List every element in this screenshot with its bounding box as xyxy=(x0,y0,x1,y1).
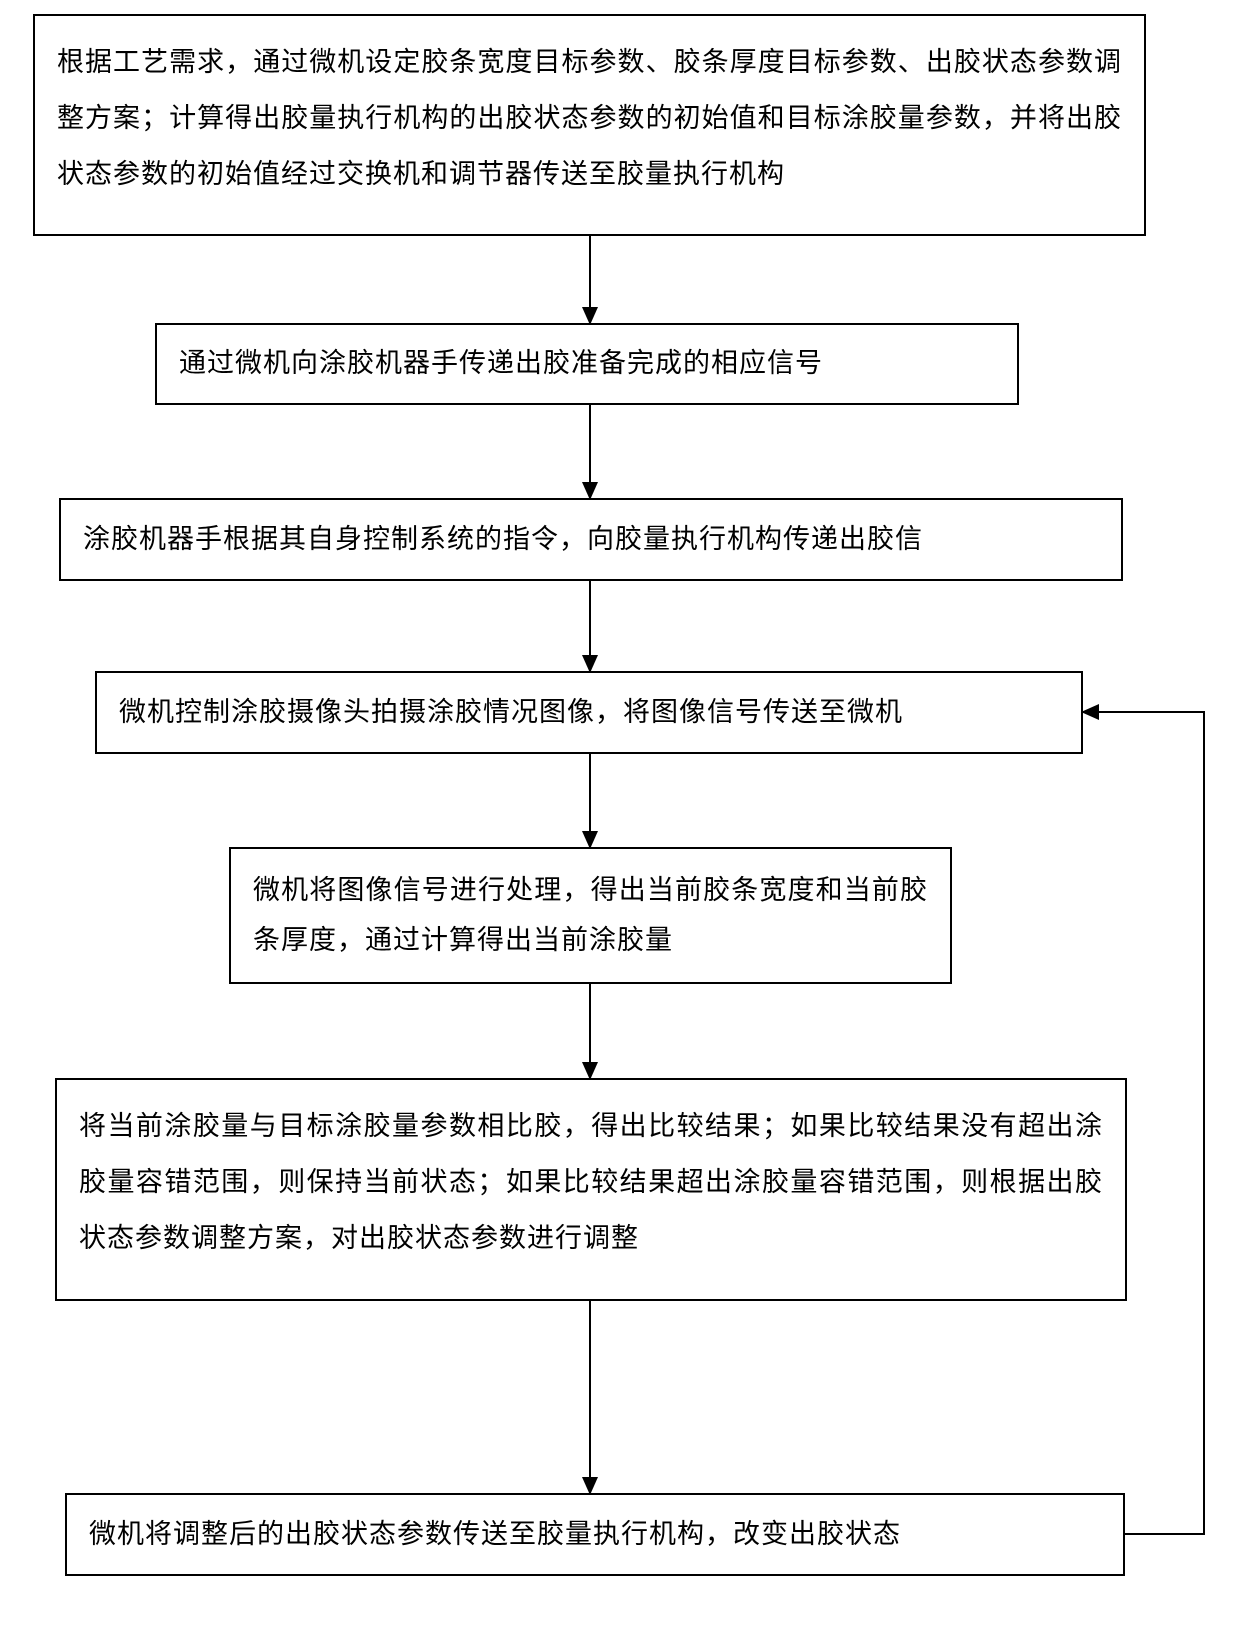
flowchart-node-text: 将当前涂胶量与目标涂胶量参数相比胶，得出比较结果；如果比较结果没有超出涂胶量容错… xyxy=(79,1098,1103,1266)
flowchart-node-n6: 将当前涂胶量与目标涂胶量参数相比胶，得出比较结果；如果比较结果没有超出涂胶量容错… xyxy=(55,1078,1127,1301)
flowchart-node-text: 微机控制涂胶摄像头拍摄涂胶情况图像，将图像信号传送至微机 xyxy=(119,695,903,730)
flowchart-node-text: 微机将调整后的出胶状态参数传送至胶量执行机构，改变出胶状态 xyxy=(89,1517,901,1552)
flowchart-node-n1: 根据工艺需求，通过微机设定胶条宽度目标参数、胶条厚度目标参数、出胶状态参数调整方… xyxy=(33,14,1146,236)
flowchart-node-text: 通过微机向涂胶机器手传递出胶准备完成的相应信号 xyxy=(179,346,823,381)
flowchart-node-text: 根据工艺需求，通过微机设定胶条宽度目标参数、胶条厚度目标参数、出胶状态参数调整方… xyxy=(57,34,1122,202)
flowchart-node-n2: 通过微机向涂胶机器手传递出胶准备完成的相应信号 xyxy=(155,323,1019,405)
flowchart-node-text: 微机将图像信号进行处理，得出当前胶条宽度和当前胶条厚度，通过计算得出当前涂胶量 xyxy=(253,865,928,965)
flowchart-node-n4: 微机控制涂胶摄像头拍摄涂胶情况图像，将图像信号传送至微机 xyxy=(95,671,1083,754)
flowchart-node-n7: 微机将调整后的出胶状态参数传送至胶量执行机构，改变出胶状态 xyxy=(65,1493,1125,1576)
flowchart-node-n3: 涂胶机器手根据其自身控制系统的指令，向胶量执行机构传递出胶信 xyxy=(59,498,1123,581)
flowchart-node-text: 涂胶机器手根据其自身控制系统的指令，向胶量执行机构传递出胶信 xyxy=(83,522,923,557)
flowchart-node-n5: 微机将图像信号进行处理，得出当前胶条宽度和当前胶条厚度，通过计算得出当前涂胶量 xyxy=(229,847,952,984)
